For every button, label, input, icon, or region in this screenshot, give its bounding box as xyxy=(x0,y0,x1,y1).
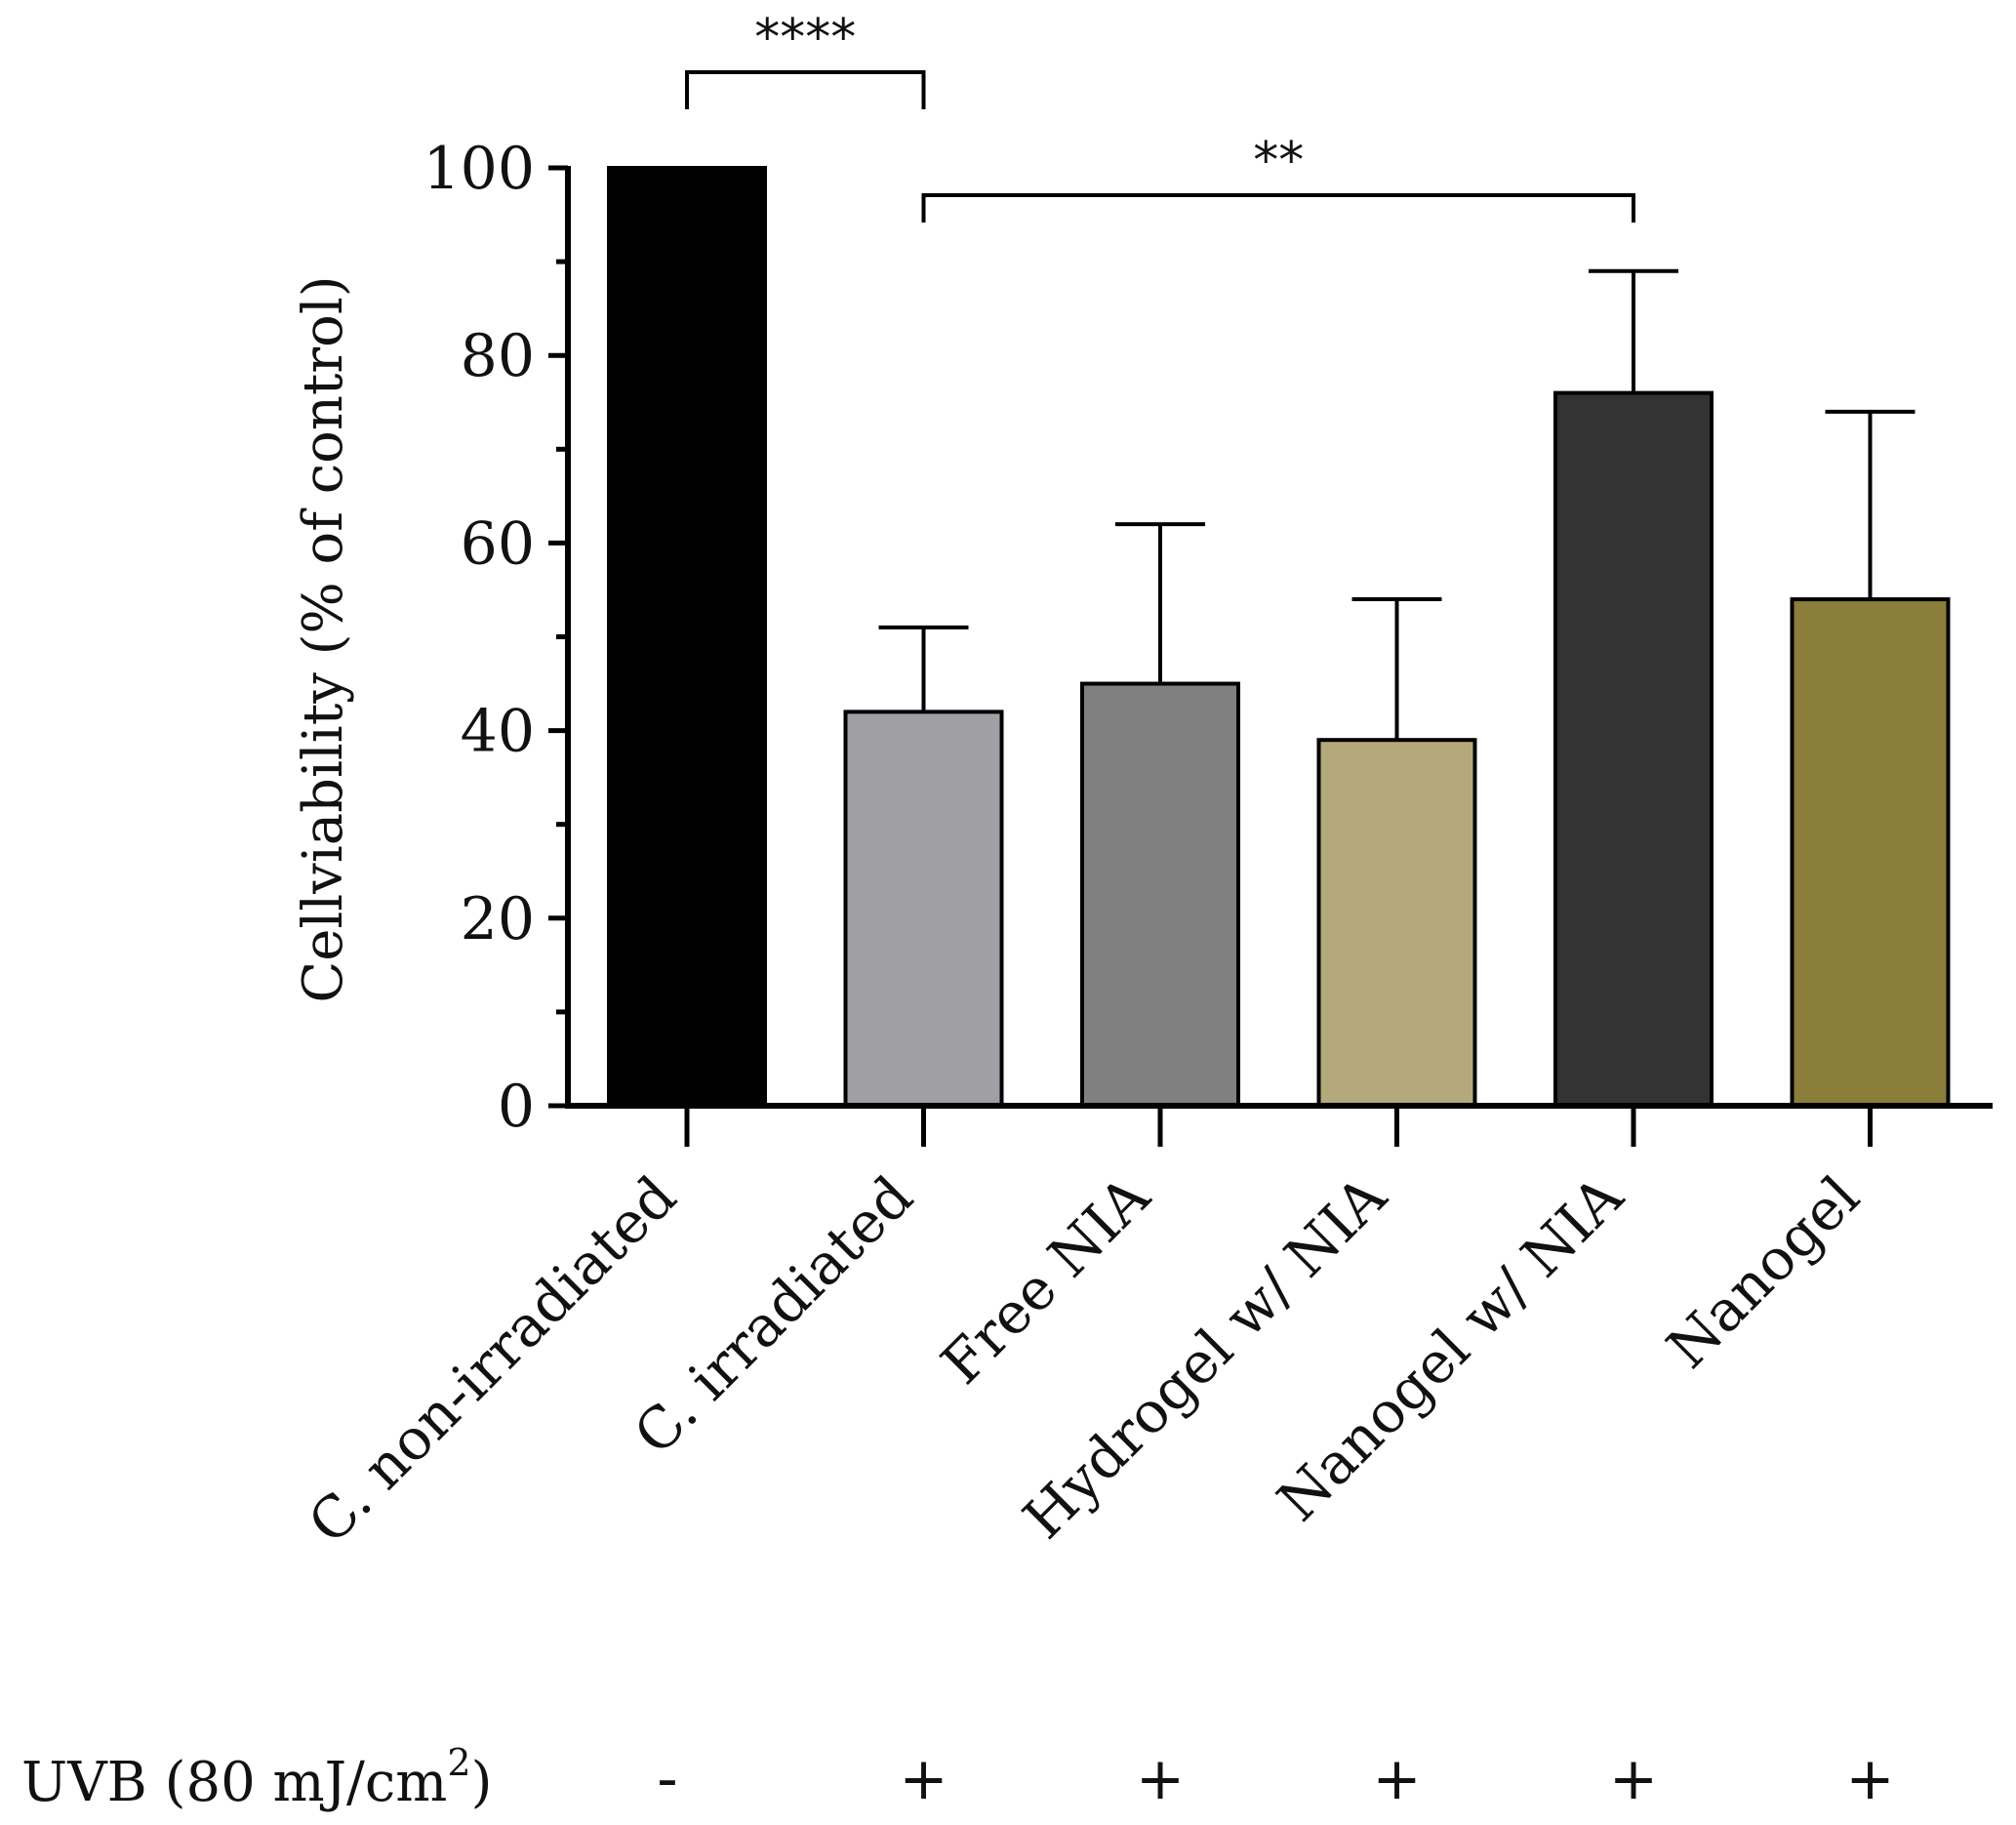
bar-4 xyxy=(1316,738,1477,1109)
y-tick-label: 20 xyxy=(461,885,535,953)
x-ticks-layer xyxy=(684,1106,1873,1147)
y-tick-label: 0 xyxy=(498,1073,535,1141)
uvb-row-label: UVB (80 mJ/cm2) xyxy=(21,1741,492,1814)
bar-3 xyxy=(1080,681,1240,1108)
uvb-label-suffix: ) xyxy=(471,1751,493,1814)
uvb-mark-6: + xyxy=(1845,1745,1894,1813)
y-tick-label: 60 xyxy=(461,509,535,578)
uvb-marks-layer: - + + + + + xyxy=(657,1745,1894,1813)
category-label-1: C. non-irradiated xyxy=(296,1163,689,1557)
bar-2 xyxy=(843,710,1004,1108)
significance-label-1: **** xyxy=(754,9,856,67)
uvb-mark-1: - xyxy=(657,1745,678,1813)
y-ticks-layer: 0 20 40 60 80 100 xyxy=(423,135,568,1141)
y-tick-label: 100 xyxy=(423,135,535,203)
significance-label-2: ** xyxy=(1253,132,1304,190)
bar-6 xyxy=(1790,597,1951,1108)
uvb-mark-3: + xyxy=(1136,1745,1185,1813)
category-label-3: Free NIA xyxy=(928,1162,1162,1397)
uvb-mark-5: + xyxy=(1609,1745,1658,1813)
y-tick-label: 40 xyxy=(461,698,535,766)
uvb-label-sup: 2 xyxy=(447,1741,470,1784)
y-tick-label: 80 xyxy=(461,322,535,390)
bar-1 xyxy=(607,166,767,1108)
significance-bracket-1 xyxy=(685,70,926,109)
y-axis-label: Cellviability (% of control) xyxy=(292,275,355,1002)
uvb-mark-2: + xyxy=(899,1745,948,1813)
bar-5 xyxy=(1553,390,1714,1108)
significance-bracket-2 xyxy=(921,193,1635,223)
significance-layer: ****** xyxy=(685,9,1635,223)
category-label-6: Nanogel xyxy=(1654,1163,1872,1381)
uvb-label-prefix: UVB (80 mJ/cm xyxy=(21,1751,447,1814)
error-bars-layer xyxy=(878,268,1915,741)
uvb-mark-4: + xyxy=(1372,1745,1421,1813)
bars-layer xyxy=(607,166,1951,1109)
